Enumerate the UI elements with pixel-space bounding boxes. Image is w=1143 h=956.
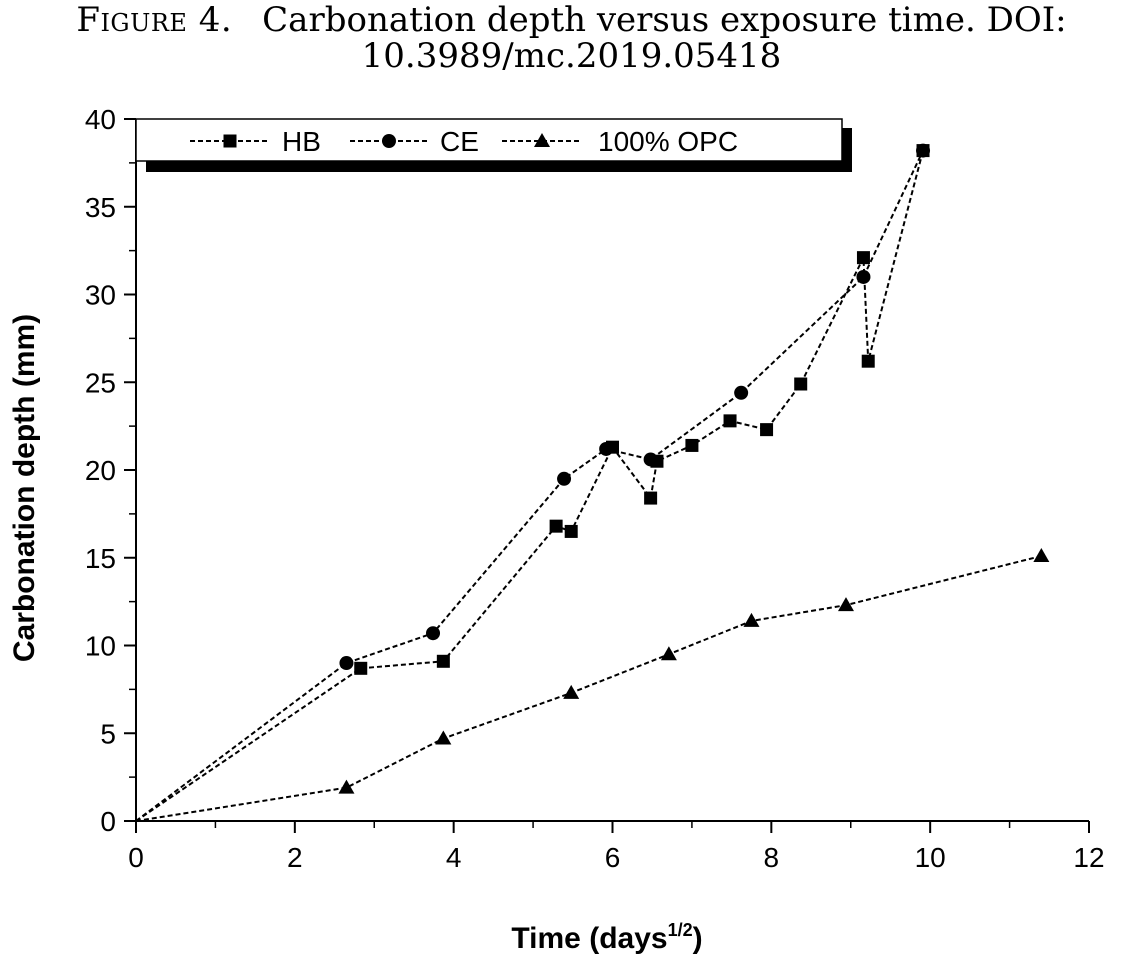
y-tick-label: 25 [85,367,116,398]
x-tick-label: 0 [128,842,144,873]
data-point-100-opc [837,597,854,612]
data-point-hb [549,519,563,533]
data-point-ce [916,143,931,158]
y-tick-label: 10 [85,631,116,662]
legend-marker [223,134,237,148]
data-point-hb [861,354,875,368]
data-point-ce [856,269,871,284]
legend-box [135,118,843,162]
data-point-hb [794,377,808,391]
data-point-hb [354,661,368,675]
x-tick-label: 12 [1073,842,1104,873]
y-tick-label: 20 [85,455,116,486]
figure-caption: Figure 4. Carbonation depth versus exposu… [0,2,1143,74]
data-point-ce [339,656,354,671]
data-point-ce [426,626,441,641]
y-tick-label: 5 [100,718,116,749]
x-axis-title: Time (days1/2) [511,920,702,955]
legend-label: CE [440,126,479,157]
data-point-hb [436,654,450,668]
legend-label: HB [282,126,321,157]
data-point-100-opc [1033,547,1050,562]
data-point-100-opc [743,612,760,627]
data-point-100-opc [338,779,355,794]
series-line-hb [135,150,924,822]
series-markers [338,143,1050,794]
legend-label: 100% OPC [598,126,738,157]
data-point-ce [643,452,658,467]
data-point-hb [856,251,870,265]
data-point-hb [723,414,737,428]
data-point-hb [644,491,658,505]
caption-line-2: 10.3989/mc.2019.05418 [361,36,782,76]
data-point-100-opc [660,646,677,661]
x-tick-label: 10 [915,842,946,873]
caption-text: Carbonation depth versus exposure time. … [262,0,1067,40]
data-point-hb [760,423,774,437]
figure-label: Figure 4. [76,0,233,40]
y-tick-label: 40 [85,104,116,135]
data-point-100-opc [435,730,452,745]
x-tick-label: 2 [287,842,303,873]
axes: 0 2 4 6 8 10 12 0 5 10 15 20 25 30 35 40 [85,104,1105,873]
series-line-100-opc [135,555,1042,822]
data-point-100-opc [563,684,580,699]
x-tick-label: 4 [446,842,462,873]
data-point-ce [557,471,572,486]
x-tick-label: 8 [764,842,780,873]
series-line-ce [135,150,924,822]
caption-line-1: Figure 4. Carbonation depth versus exposu… [0,2,1143,38]
series-lines [135,150,1042,822]
data-point-hb [685,438,699,452]
legend-marker [534,133,550,147]
y-tick-label: 15 [85,543,116,574]
y-axis-title: Carbonation depth (mm) [8,314,41,662]
x-tick-label: 6 [605,842,621,873]
y-tick-label: 0 [100,806,116,837]
y-tick-label: 35 [85,192,116,223]
legend-marker [382,134,396,148]
data-point-hb [564,524,578,538]
legend: HB CE 100% OPC [135,118,852,172]
y-tick-label: 30 [85,280,116,311]
data-point-ce [599,441,614,456]
data-point-ce [734,385,749,400]
